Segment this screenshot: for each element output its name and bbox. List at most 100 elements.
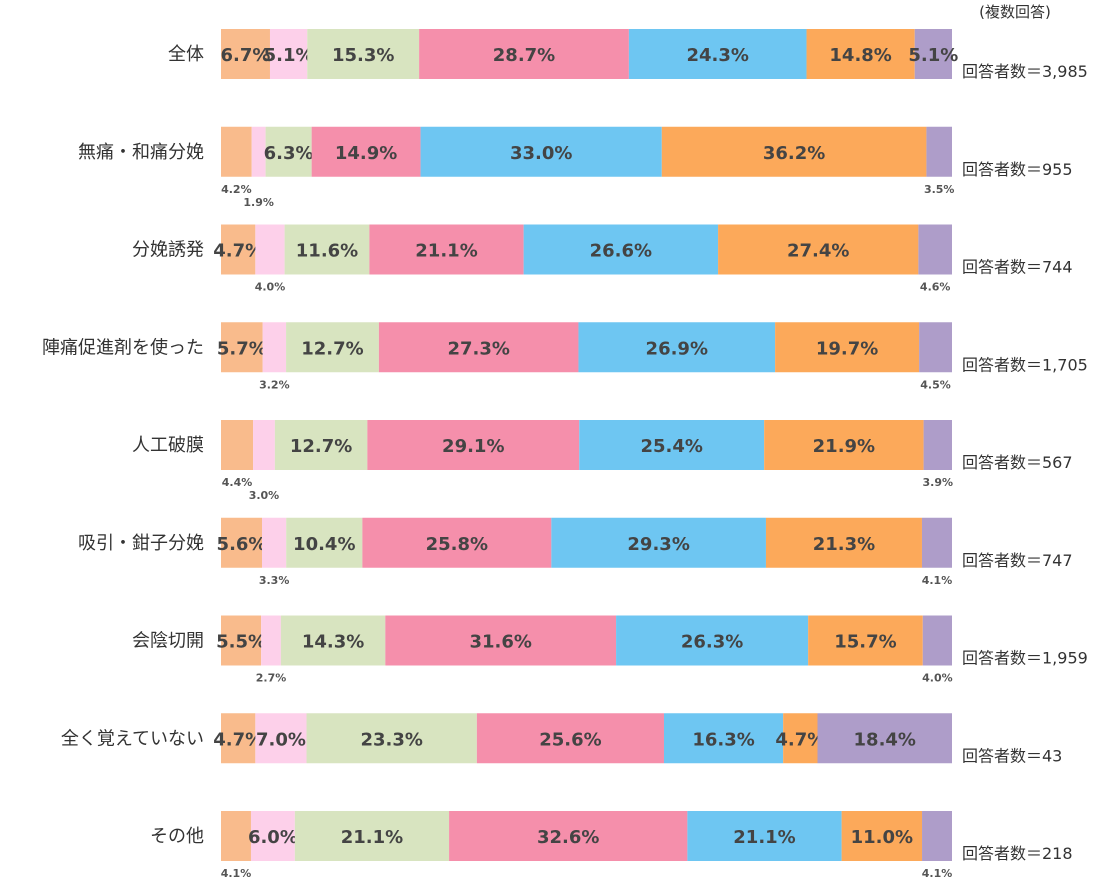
respondent-count: 回答者数＝3,985	[962, 62, 1088, 81]
bar-segment	[286, 322, 379, 373]
bar-segment	[251, 126, 266, 177]
bar-segment	[221, 224, 256, 275]
bar-segment	[476, 713, 664, 764]
data-label: 31.6%	[469, 632, 531, 653]
bar-segment	[284, 224, 370, 275]
data-label: 6.0%	[248, 827, 298, 848]
bar-segment	[628, 29, 807, 79]
bar-segment	[551, 517, 766, 568]
bar-segment	[923, 420, 952, 470]
bar-segment	[221, 29, 270, 79]
category-label: 陣痛促進剤を使った	[42, 337, 204, 358]
bar-segment	[420, 126, 662, 177]
data-label: 3.0%	[249, 489, 280, 502]
category-label: 全体	[168, 44, 204, 65]
respondent-count: 回答者数＝43	[962, 746, 1062, 765]
bar-segment	[922, 811, 952, 861]
data-label: 25.6%	[539, 729, 601, 750]
data-label: 4.4%	[222, 476, 253, 489]
bar-segment	[221, 517, 263, 568]
respondent-count: 回答者数＝1,959	[962, 649, 1088, 668]
data-label: 11.0%	[851, 827, 913, 848]
category-label: 無痛・和痛分娩	[78, 142, 204, 163]
data-label: 15.3%	[332, 45, 394, 66]
bar-segment	[294, 811, 450, 861]
data-label: 21.3%	[813, 534, 875, 555]
bar-segment	[765, 517, 922, 568]
category-label: その他	[150, 826, 204, 847]
data-label: 15.7%	[834, 632, 896, 653]
data-label: 4.7%	[213, 241, 263, 262]
bar-segment	[687, 811, 842, 861]
data-label: 27.3%	[447, 338, 509, 359]
data-label: 4.5%	[920, 378, 951, 391]
data-label: 14.3%	[302, 632, 364, 653]
data-label: 27.4%	[787, 241, 849, 262]
data-label: 5.7%	[217, 338, 267, 359]
respondent-count: 回答者数＝1,705	[962, 355, 1088, 374]
data-label: 19.7%	[816, 338, 878, 359]
data-label: 6.7%	[221, 45, 271, 66]
data-label: 26.3%	[681, 632, 743, 653]
bar-segment	[250, 811, 295, 861]
bar-segment	[255, 713, 307, 764]
bar-segment	[362, 517, 552, 568]
data-label: 4.0%	[255, 281, 286, 294]
data-label: 23.3%	[360, 729, 422, 750]
bar-segment	[306, 713, 477, 764]
data-label: 4.6%	[920, 281, 951, 294]
data-label: 11.6%	[296, 241, 358, 262]
bar-segment	[616, 615, 809, 666]
bar-segment	[419, 29, 629, 79]
bar-segment	[919, 322, 952, 373]
data-label: 4.1%	[221, 867, 252, 880]
category-label: 会陰切開	[132, 631, 204, 652]
data-label: 2.7%	[256, 672, 287, 685]
data-label: 5.1%	[264, 45, 314, 66]
bar-segment	[280, 615, 386, 666]
bar-segment	[523, 224, 719, 275]
respondent-count: 回答者数＝747	[962, 551, 1073, 570]
data-label: 3.5%	[924, 183, 955, 196]
bar-segment	[449, 811, 688, 861]
category-label: 分娩誘発	[132, 240, 204, 261]
respondent-count: 回答者数＝744	[962, 258, 1073, 277]
bar-segment	[918, 224, 952, 275]
data-label: 29.1%	[442, 436, 504, 457]
bar-segment	[221, 811, 251, 861]
category-label: 人工破膜	[132, 435, 204, 456]
data-label: 26.6%	[590, 241, 652, 262]
respondent-count: 回答者数＝955	[962, 160, 1073, 179]
data-label: 5.1%	[908, 45, 958, 66]
bar-segment	[808, 615, 923, 666]
bar-segment	[914, 29, 952, 79]
bar-segment	[265, 126, 312, 177]
bar-segment	[261, 615, 281, 666]
bar-segment	[661, 126, 927, 177]
bar-segment	[663, 713, 784, 764]
data-label: 28.7%	[493, 45, 555, 66]
bar-segment	[922, 615, 952, 666]
data-label: 10.4%	[293, 534, 355, 555]
bar-segment	[926, 126, 952, 177]
data-label: 21.9%	[813, 436, 875, 457]
data-label: 21.1%	[415, 241, 477, 262]
data-label: 6.3%	[264, 143, 314, 164]
multiple-answer-note: (複数回答)	[979, 3, 1051, 21]
bar-segment	[369, 224, 524, 275]
data-label: 4.1%	[922, 867, 953, 880]
data-label: 29.3%	[627, 534, 689, 555]
bar-segment	[286, 517, 363, 568]
data-label: 3.2%	[259, 378, 290, 391]
category-label: 吸引・鉗子分娩	[78, 533, 204, 554]
data-label: 4.0%	[922, 672, 953, 685]
bar-segment	[221, 713, 256, 764]
bar-segment	[262, 322, 287, 373]
bar-segment	[579, 420, 765, 470]
category-label: 全く覚えていない	[61, 728, 204, 749]
bar-segment	[221, 322, 263, 373]
bar-segment	[311, 126, 421, 177]
data-label: 4.7%	[775, 729, 825, 750]
bar-segment	[307, 29, 420, 79]
